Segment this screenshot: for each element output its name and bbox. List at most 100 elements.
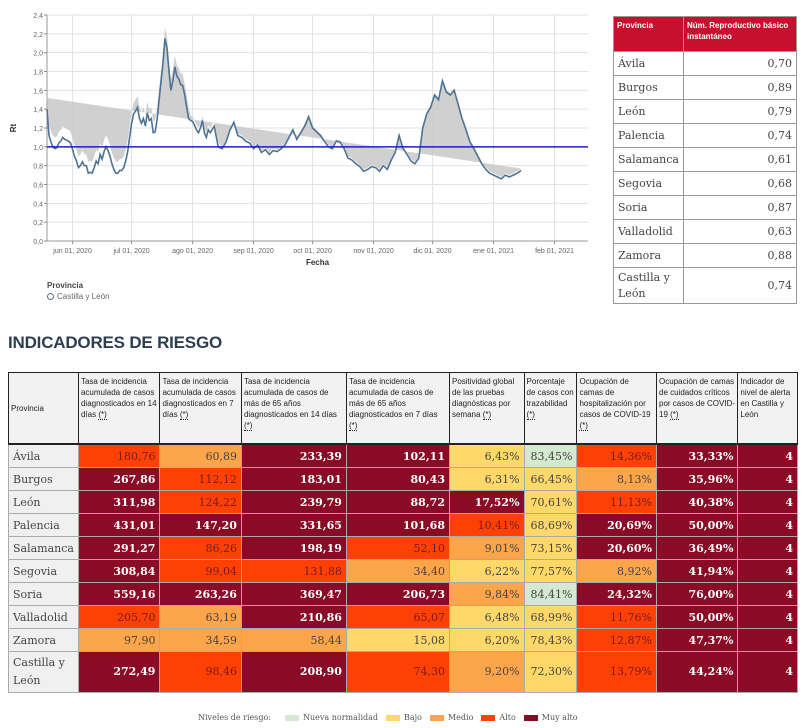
footnote-link[interactable]: (*) <box>482 410 492 420</box>
risk-cell: 4 <box>737 513 798 537</box>
risk-cell: 311,98 <box>77 490 161 514</box>
rt-header-rt: Núm. Reproductivo básico instantáneo <box>682 16 798 52</box>
risk-legend-item-alto: Alto <box>481 713 516 722</box>
chart-legend: Provincia Castilla y León <box>47 281 109 301</box>
header-text: Tasa de incidencia acumulada de casos de… <box>348 377 438 419</box>
risk-cell: 70,61% <box>523 490 578 514</box>
y-tick-label: 0,0 <box>33 239 43 246</box>
risk-cell: 6,22% <box>448 559 525 583</box>
rt-value: 0,74 <box>682 267 798 304</box>
risk-cell: 233,39 <box>240 443 347 468</box>
risk-cell: 74,30 <box>345 651 450 693</box>
series-line-castilla-y-leon <box>46 38 522 180</box>
risk-header-1: Tasa de incidencia acumulada de casos di… <box>77 372 161 445</box>
risk-cell: 4 <box>737 467 798 491</box>
risk-cell: 124,22 <box>159 490 242 514</box>
risk-cell: 4 <box>737 582 798 606</box>
risk-header-4: Tasa de incidencia acumulada de casos de… <box>345 372 450 445</box>
risk-table-row: Ávila 180,76 60,89 233,39 102,11 6,43% 83,45% 1… <box>8 443 798 468</box>
risk-cell: 267,86 <box>77 467 161 491</box>
risk-header-8: Ocupación de camas de cuidados críticos … <box>655 372 739 445</box>
risk-cell: 205,70 <box>77 605 161 629</box>
risk-cell: 34,40 <box>345 559 450 583</box>
y-tick-label: 2,2 <box>33 32 43 39</box>
rt-line-chart: 0,0 0,2 0,4 0,6 0,8 1,0 1,2 1,4 1,6 1,8 2,0 2,2 2,4 j… <box>9 13 588 267</box>
risk-cell: 369,47 <box>240 582 347 606</box>
risk-province: Soria <box>8 582 79 606</box>
risk-table-row: Castilla y León 272,49 98,46 208,90 74,30 9,2… <box>8 651 798 693</box>
legend-circle-icon <box>47 293 54 300</box>
footnote-link[interactable]: (*) <box>526 410 535 420</box>
risk-table-row: Segovia 308,84 99,04 131,88 34,40 6,22% 77,57%… <box>8 559 798 583</box>
footnote-link[interactable]: (*) <box>348 421 358 431</box>
risk-header-6: Porcentaje de casos con trazabilidad (*) <box>523 372 578 445</box>
risk-cell: 12,87% <box>576 628 657 652</box>
risk-cell: 40,38% <box>655 490 739 514</box>
risk-cell: 4 <box>737 628 798 652</box>
risk-cell: 15,08 <box>345 628 450 652</box>
risk-cell: 4 <box>737 443 798 468</box>
risk-header-3: Tasa de incidencia acumulada de casos de… <box>240 372 347 445</box>
legend-title: Provincia <box>47 281 84 290</box>
color-swatch-icon <box>429 714 444 721</box>
risk-cell: 8,92% <box>576 559 657 583</box>
risk-legend-item-nn: Nueva normalidad <box>285 713 378 722</box>
color-swatch-icon <box>481 714 496 721</box>
rt-value: 0,79 <box>682 99 798 124</box>
risk-cell: 9,84% <box>448 582 525 606</box>
risk-cell: 11,76% <box>576 605 657 629</box>
risk-cell: 180,76 <box>77 443 161 468</box>
risk-cell: 4 <box>737 651 798 693</box>
header-text: Tasa de incidencia acumulada de casos di… <box>80 377 157 419</box>
y-tick-label: 2,4 <box>33 13 43 20</box>
footnote-link[interactable]: (*) <box>98 410 107 420</box>
footnote-link[interactable]: (*) <box>179 410 189 420</box>
risk-cell: 24,32% <box>576 582 657 606</box>
risk-cell: 68,69% <box>523 513 578 537</box>
header-text: Ocupación de camas de hospitalización po… <box>579 377 651 419</box>
rt-province: Burgos <box>613 75 684 100</box>
risk-header-5: Positividad global de las pruebas diagnó… <box>448 372 525 445</box>
risk-cell: 36,49% <box>655 536 739 560</box>
color-swatch-icon <box>386 714 401 721</box>
risk-cell: 66,45% <box>523 467 578 491</box>
legend-item-label: Castilla y León <box>57 292 110 301</box>
risk-cell: 9,01% <box>448 536 525 560</box>
risk-table-row: Burgos 267,86 112,12 183,01 80,43 6,31% 66,45%… <box>8 467 798 491</box>
footnote-link[interactable]: (*) <box>670 410 679 420</box>
rt-province: Palencia <box>613 123 684 148</box>
risk-legend-text: Nueva normalidad <box>303 713 379 722</box>
x-tick-label: nov 01, 2020 <box>353 248 394 255</box>
risk-legend-text: Bajo <box>404 713 422 722</box>
risk-cell: 431,01 <box>77 513 161 537</box>
risk-province: Zamora <box>8 628 79 652</box>
rt-province: Zamora <box>613 243 684 268</box>
rt-header-provincia: Provincia <box>613 16 684 52</box>
risk-cell: 20,60% <box>576 536 657 560</box>
risk-section-title: INDICADORES DE RIESGO <box>8 333 222 352</box>
risk-cell: 83,45% <box>523 443 578 468</box>
risk-province: Castilla y León <box>8 651 79 693</box>
rt-table-row: Segovia 0,68 <box>613 171 798 196</box>
risk-cell: 77,57% <box>523 559 578 583</box>
footnote-link[interactable]: (*) <box>579 421 588 431</box>
risk-cell: 10,41% <box>448 513 525 537</box>
risk-province: Burgos <box>8 467 79 491</box>
y-tick-label: 1,0 <box>33 145 43 152</box>
y-tick-label: 1,6 <box>33 88 43 95</box>
rt-province: Valladolid <box>613 219 684 244</box>
y-tick-label: 1,8 <box>33 70 43 77</box>
risk-cell: 86,26 <box>159 536 242 560</box>
legend-item-castilla-y-leon[interactable]: Castilla y León <box>47 292 109 301</box>
risk-header-9: Indicador de nivel de alerta en Castilla… <box>737 372 798 445</box>
y-tick-label: 2,0 <box>33 51 43 58</box>
risk-cell: 210,86 <box>240 605 347 629</box>
rt-table-row: Zamora 0,88 <box>613 243 798 268</box>
risk-cell: 6,43% <box>448 443 525 468</box>
risk-province: Salamanca <box>8 536 79 560</box>
risk-province: Palencia <box>8 513 79 537</box>
risk-province: Valladolid <box>8 605 79 629</box>
risk-cell: 559,16 <box>77 582 161 606</box>
footnote-link[interactable]: (*) <box>243 421 253 431</box>
risk-cell: 6,31% <box>448 467 525 491</box>
